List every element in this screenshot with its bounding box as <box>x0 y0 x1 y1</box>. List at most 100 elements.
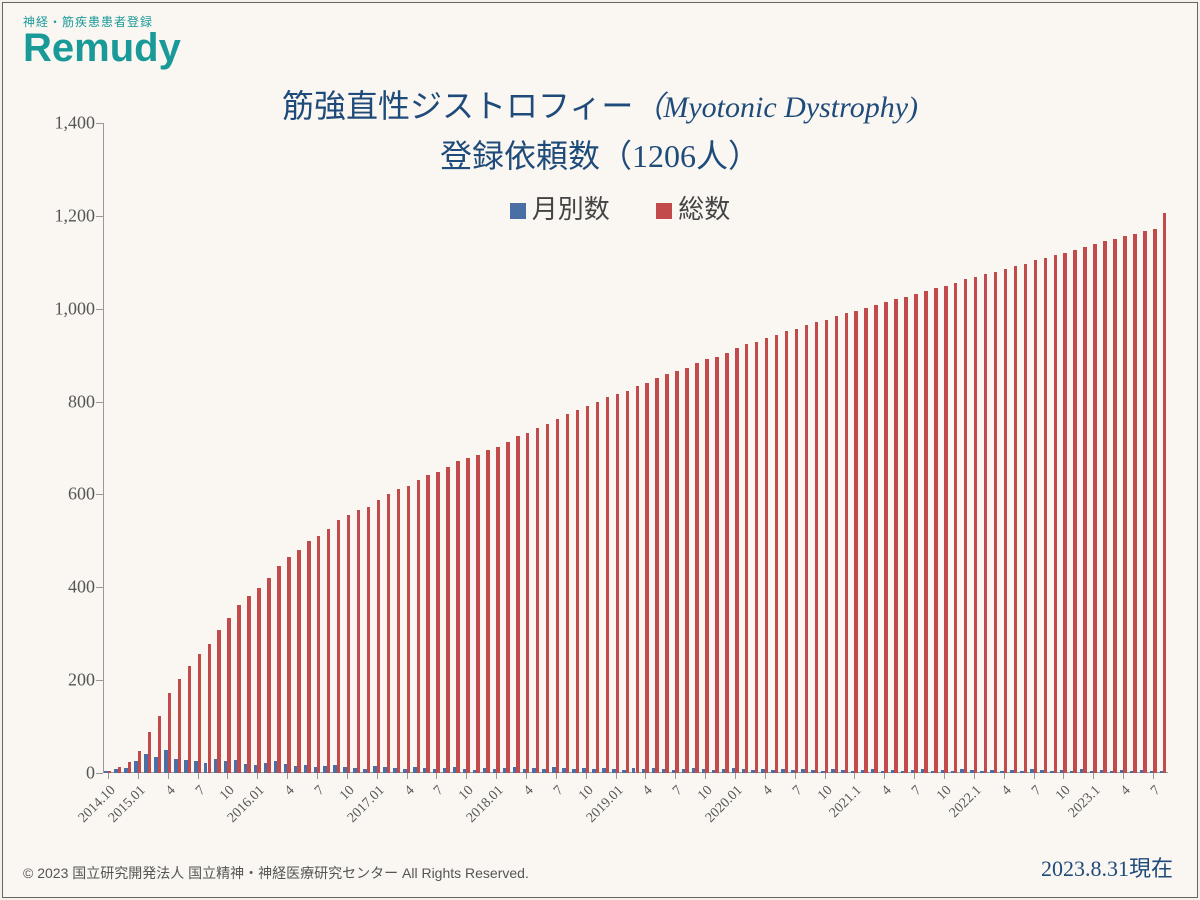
bar-total <box>964 279 967 773</box>
logo: 神経・筋疾患患者登録 Remudy <box>23 13 181 66</box>
x-axis-label: 4 <box>163 783 179 799</box>
x-tick <box>496 773 497 779</box>
bar-total <box>1054 255 1057 773</box>
x-tick <box>854 773 855 779</box>
x-tick <box>556 773 557 779</box>
bar-total <box>755 342 758 773</box>
x-axis-label: 4 <box>879 783 895 799</box>
bar-total <box>725 353 728 773</box>
x-axis-label: 4 <box>521 783 537 799</box>
bar-total <box>377 500 380 773</box>
bar-total <box>208 644 211 773</box>
bar-total <box>1014 266 1017 773</box>
y-tick <box>96 587 103 588</box>
x-tick <box>586 773 587 779</box>
bar-total <box>277 566 280 773</box>
x-tick <box>407 773 408 779</box>
bar-total <box>1083 247 1086 774</box>
bar-total <box>894 299 897 773</box>
x-axis-label: 7 <box>1148 783 1164 799</box>
bar-total <box>645 383 648 773</box>
x-axis-label: 10 <box>337 783 358 804</box>
bar-total <box>1004 269 1007 773</box>
bar-total <box>805 325 808 773</box>
x-axis-label: 4 <box>1118 783 1134 799</box>
bar-total <box>227 618 230 773</box>
bar-total <box>138 751 141 773</box>
x-tick <box>1034 773 1035 779</box>
x-axis-label: 4 <box>641 783 657 799</box>
y-tick <box>96 680 103 681</box>
bar-total <box>596 402 599 773</box>
bar-total <box>854 311 857 773</box>
bar-total <box>496 447 499 773</box>
x-tick <box>1004 773 1005 779</box>
bar-total <box>695 363 698 773</box>
x-tick <box>347 773 348 779</box>
bar-total <box>128 762 131 773</box>
y-axis-label: 1,200 <box>35 205 95 226</box>
plot-area: 2014.102015.0147102016.0147102017.014710… <box>103 123 1168 773</box>
x-tick <box>884 773 885 779</box>
bar-total <box>417 480 420 773</box>
bar-total <box>675 371 678 773</box>
x-axis-label: 10 <box>815 783 836 804</box>
bar-total <box>1133 234 1136 773</box>
x-tick <box>138 773 139 779</box>
bar-total <box>466 458 469 773</box>
bar-total <box>636 386 639 773</box>
bar-total <box>1063 253 1066 773</box>
bar-total <box>327 529 330 773</box>
x-axis-label: 7 <box>551 783 567 799</box>
logo-main: Remudy <box>23 30 181 66</box>
bar-total <box>387 494 390 773</box>
x-tick <box>974 773 975 779</box>
x-axis-label: 4 <box>282 783 298 799</box>
x-axis-label: 7 <box>670 783 686 799</box>
bar-total <box>516 436 519 773</box>
bar-total <box>954 283 957 773</box>
bar-total <box>456 461 459 773</box>
bar-total <box>536 428 539 773</box>
as-of-date: 2023.8.31現在 <box>1041 851 1173 883</box>
bar-total <box>297 550 300 773</box>
bar-total <box>1103 241 1106 773</box>
y-tick <box>96 402 103 403</box>
chart-frame: 神経・筋疾患患者登録 Remudy 筋強直性ジストロフィー（Myotonic D… <box>2 2 1198 898</box>
x-tick <box>1123 773 1124 779</box>
x-axis-label: 2021.1 <box>827 783 866 822</box>
bar-total <box>217 630 220 773</box>
x-tick <box>616 773 617 779</box>
bar-total <box>546 424 549 773</box>
x-tick <box>765 773 766 779</box>
bar-total <box>158 716 161 773</box>
x-tick <box>825 773 826 779</box>
bar-total <box>566 414 569 773</box>
bar-total <box>735 348 738 773</box>
bar-total <box>188 666 191 773</box>
x-tick <box>1153 773 1154 779</box>
bar-total <box>795 329 798 773</box>
x-axis-label: 2022.1 <box>947 783 986 822</box>
x-tick <box>944 773 945 779</box>
x-axis-label: 7 <box>1029 783 1045 799</box>
bar-total <box>745 344 748 773</box>
bar-total <box>705 359 708 773</box>
bar-total <box>267 578 270 773</box>
y-tick <box>96 309 103 310</box>
bar-total <box>884 302 887 773</box>
x-axis-label: 4 <box>999 783 1015 799</box>
bar-total <box>914 294 917 773</box>
bar-total <box>367 507 370 774</box>
bar-total <box>665 374 668 773</box>
bar-total <box>168 693 171 773</box>
x-axis-label: 10 <box>456 783 477 804</box>
x-tick <box>287 773 288 779</box>
y-tick <box>96 773 103 774</box>
y-axis-line <box>103 123 104 773</box>
x-tick <box>257 773 258 779</box>
bar-total <box>655 378 658 773</box>
bar-total <box>586 406 589 773</box>
bar-total <box>984 274 987 773</box>
x-tick <box>1063 773 1064 779</box>
